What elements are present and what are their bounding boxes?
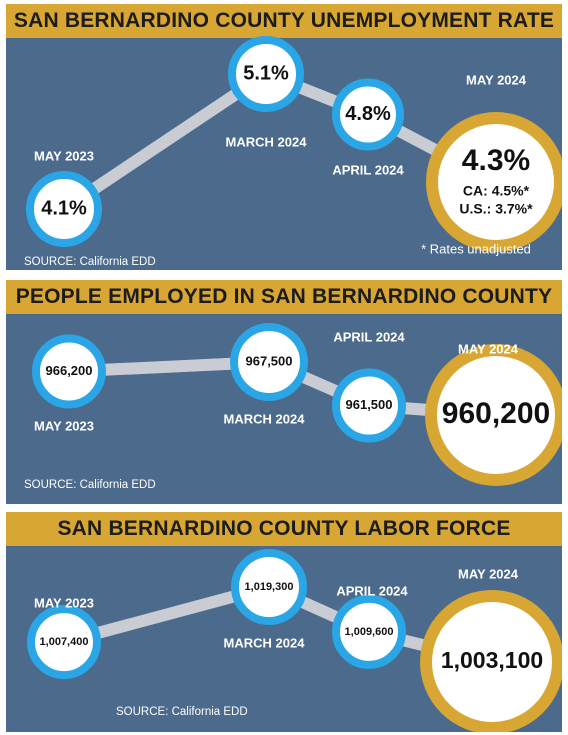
category-label: MAY 2024 <box>458 566 519 581</box>
highlight-point <box>426 112 562 252</box>
value-label: 1,007,400 <box>40 636 89 648</box>
data-point <box>231 549 307 625</box>
labor-force-title: SAN BERNARDINO COUNTY LABOR FORCE <box>6 512 562 546</box>
category-label: MARCH 2024 <box>224 635 306 650</box>
category-label: MARCH 2024 <box>226 134 308 149</box>
category-label: MARCH 2024 <box>224 411 306 426</box>
value-label: 4.8% <box>345 103 391 125</box>
data-point <box>27 605 101 680</box>
data-point <box>228 36 304 112</box>
employed-title: PEOPLE EMPLOYED IN SAN BERNARDINO COUNTY <box>6 280 562 314</box>
highlight-point <box>425 344 562 486</box>
highlight-point <box>420 590 562 732</box>
value-label: 4.3% <box>462 144 530 177</box>
labor-force-chart: 1,007,400 1,019,300 1,009,600 1,003,100 MAY … <box>27 549 562 732</box>
data-point <box>332 594 406 669</box>
category-label: MAY 2024 <box>466 72 527 87</box>
value-label: 1,019,300 <box>245 581 294 593</box>
series-line <box>60 68 499 214</box>
employed-panel: PEOPLE EMPLOYED IN SAN BERNARDINO COUNTY… <box>6 280 562 504</box>
category-label: APRIL 2024 <box>332 162 404 177</box>
value-label: 4.1% <box>41 197 87 219</box>
category-label: MAY 2023 <box>34 148 94 163</box>
category-label: MAY 2024 <box>458 341 519 356</box>
source-label: SOURCE: California EDD <box>24 256 156 268</box>
value-label: 5.1% <box>243 62 289 84</box>
comparison-note: CA: 4.5%* <box>463 183 530 199</box>
value-label: 1,009,600 <box>345 626 394 638</box>
unemployment-chart: 4.1% 5.1% 4.8% 4.3% CA: 4.5%* U.S.: 3.7%* MAY … <box>24 36 562 268</box>
value-label: 1,003,100 <box>441 647 543 673</box>
value-label: 967,500 <box>246 353 293 368</box>
value-label: 966,200 <box>46 363 93 378</box>
footnote: * Rates unadjusted <box>421 241 531 256</box>
labor-force-panel: SAN BERNARDINO COUNTY LABOR FORCE 1,007,… <box>6 512 562 732</box>
category-label: APRIL 2024 <box>333 329 405 344</box>
employed-chart: 966,200 967,500 961,500 960,200 MAY 2023 MARC… <box>24 323 562 491</box>
data-point <box>32 334 106 409</box>
data-point <box>230 323 308 401</box>
comparison-note: U.S.: 3.7%* <box>459 201 533 217</box>
data-point <box>332 78 404 151</box>
source-label: SOURCE: California EDD <box>116 706 248 718</box>
value-label: 961,500 <box>346 397 393 412</box>
value-label: 960,200 <box>442 397 550 430</box>
data-point <box>332 368 406 443</box>
source-label: SOURCE: California EDD <box>24 479 156 491</box>
data-point <box>26 171 102 247</box>
category-label: APRIL 2024 <box>336 583 408 598</box>
category-label: MAY 2023 <box>34 595 94 610</box>
unemployment-title: SAN BERNARDINO COUNTY UNEMPLOYMENT RATE <box>6 4 562 38</box>
unemployment-panel: SAN BERNARDINO COUNTY UNEMPLOYMENT RATE … <box>6 4 562 270</box>
category-label: MAY 2023 <box>34 418 94 433</box>
